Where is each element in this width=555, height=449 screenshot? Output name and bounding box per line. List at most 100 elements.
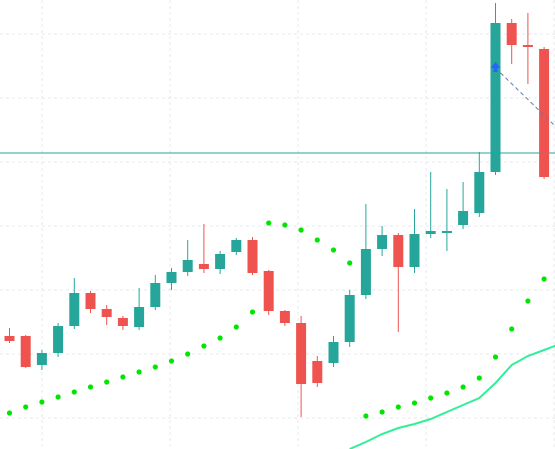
candle <box>215 251 226 274</box>
sar-dot <box>185 351 191 357</box>
sar-dot <box>233 324 239 330</box>
sar-dot <box>266 220 272 226</box>
candle <box>85 291 96 313</box>
candle-body <box>312 361 323 383</box>
sar-dot <box>23 404 29 410</box>
sar-dot <box>428 395 434 401</box>
candle <box>150 275 161 310</box>
sar-dot <box>39 399 45 405</box>
candle-body <box>20 336 31 367</box>
sar-dot <box>71 389 77 395</box>
candle-body <box>198 264 209 269</box>
sar-dot <box>492 354 499 360</box>
candle <box>425 172 436 238</box>
candle <box>117 316 128 330</box>
sar-dot <box>525 298 531 304</box>
candle-body <box>263 271 274 311</box>
candle-body <box>117 318 128 326</box>
sar-dot <box>541 276 547 282</box>
candle <box>296 316 307 417</box>
candle-body <box>85 293 96 309</box>
candle-body <box>474 172 485 213</box>
candle-body <box>425 231 436 234</box>
candle-body <box>490 23 501 172</box>
candle <box>263 270 274 315</box>
candle <box>4 328 15 343</box>
candle-body <box>4 336 15 341</box>
sar-dot <box>6 410 13 416</box>
sar-dot <box>314 237 320 243</box>
candle <box>231 238 242 255</box>
sar-dot <box>87 384 94 390</box>
candle <box>69 278 80 329</box>
sar-dot <box>168 358 175 364</box>
candle-body <box>393 235 404 267</box>
sar-dot <box>136 369 142 375</box>
candle-body <box>506 23 517 45</box>
sar-dot <box>379 409 385 415</box>
candle <box>20 335 31 368</box>
sar-dot <box>55 394 61 400</box>
candle-body <box>36 353 47 365</box>
candle-body <box>328 342 339 363</box>
sar-dot <box>476 375 482 381</box>
candle-body <box>409 234 420 267</box>
candle <box>134 288 145 330</box>
candle <box>166 268 177 290</box>
candle <box>490 3 501 175</box>
sar-dot <box>509 326 515 332</box>
candle <box>539 47 550 179</box>
candle <box>279 310 290 326</box>
sar-dot <box>298 227 304 233</box>
sar-dot <box>347 260 353 266</box>
candle-body <box>247 240 258 273</box>
candle <box>458 182 469 229</box>
sar-dot <box>152 364 158 370</box>
candle-body <box>344 295 355 342</box>
sar-dot <box>460 384 466 390</box>
candle-body <box>134 307 145 327</box>
trade-connector-line <box>495 67 555 127</box>
sar-dot <box>201 343 207 349</box>
candle <box>393 233 404 332</box>
sar-dot <box>249 309 256 315</box>
sar-dot <box>363 413 369 419</box>
candle <box>522 13 533 84</box>
candle-body <box>101 309 112 317</box>
candle <box>474 152 485 217</box>
candle-body <box>539 49 550 177</box>
candle <box>344 290 355 347</box>
candle <box>36 350 47 370</box>
candle-body <box>231 240 242 252</box>
candle-body <box>360 249 371 295</box>
moving-average-series <box>349 344 555 449</box>
candle-body <box>377 235 388 249</box>
candle-body <box>522 45 533 47</box>
candle <box>441 189 452 251</box>
sar-dot <box>217 335 223 341</box>
candle <box>198 224 209 273</box>
candle-body <box>441 231 452 233</box>
candle-body <box>458 211 469 225</box>
candle <box>506 19 517 64</box>
candle-body <box>296 323 307 384</box>
buy-arrow-icon <box>490 62 501 72</box>
candle <box>409 209 420 273</box>
sar-dot <box>330 247 337 253</box>
candle <box>377 226 388 256</box>
candle-body <box>279 311 290 323</box>
sar-dot <box>120 374 126 380</box>
candle-body <box>150 283 161 307</box>
sar-dot <box>104 379 110 385</box>
candle <box>247 237 258 275</box>
candle <box>360 204 371 299</box>
candle-body <box>53 326 64 353</box>
candle <box>53 323 64 357</box>
trade-markers <box>490 62 555 127</box>
candle-body <box>215 254 226 269</box>
sar-dot <box>282 222 288 228</box>
candle <box>328 336 339 367</box>
